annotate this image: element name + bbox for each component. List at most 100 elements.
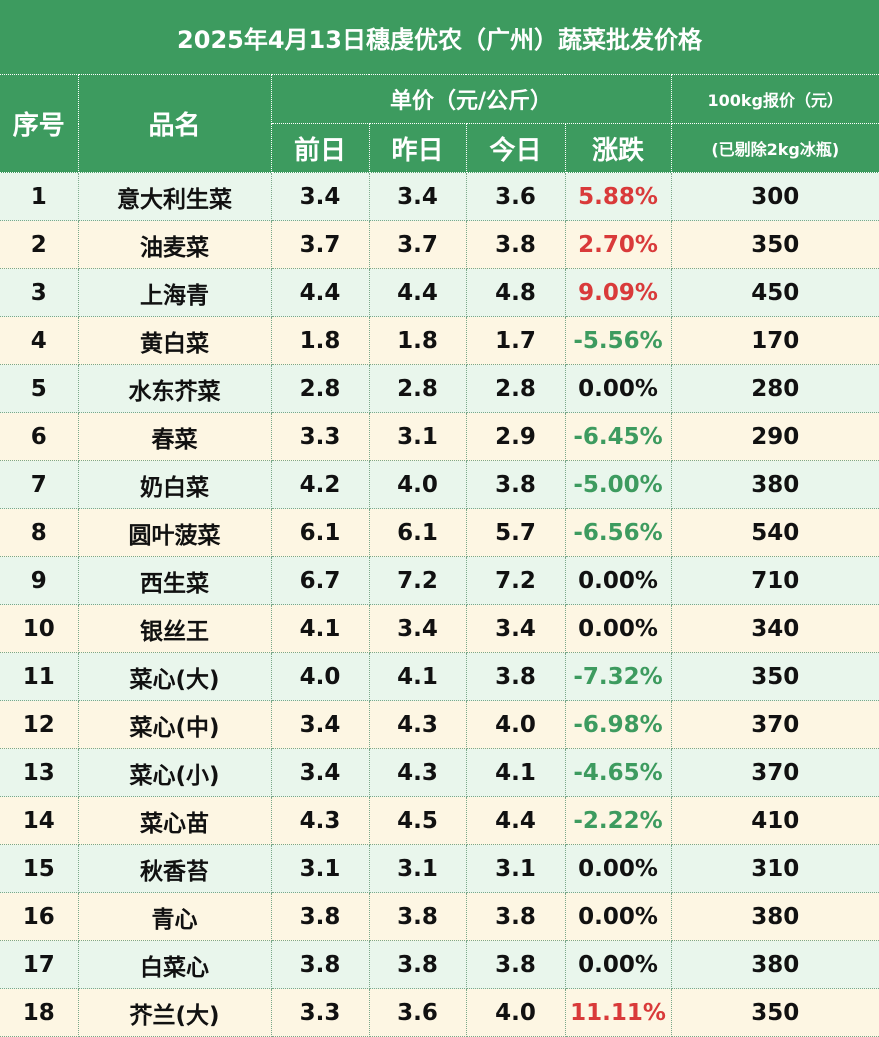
cell-yesterday: 3.1 xyxy=(369,412,467,461)
cell-today: 1.7 xyxy=(466,316,566,365)
cell-quote: 310 xyxy=(671,844,879,893)
cell-quote: 280 xyxy=(671,364,879,413)
header-yesterday: 昨日 xyxy=(369,123,467,173)
cell-index: 15 xyxy=(0,844,79,893)
cell-today: 7.2 xyxy=(466,556,566,605)
cell-today: 4.8 xyxy=(466,268,566,317)
cell-index: 16 xyxy=(0,892,79,941)
cell-prev-day: 4.2 xyxy=(271,460,370,509)
cell-prev-day: 4.3 xyxy=(271,796,370,845)
cell-change: 0.00% xyxy=(565,892,672,941)
cell-today: 4.0 xyxy=(466,988,566,1037)
cell-quote: 540 xyxy=(671,508,879,557)
cell-index: 3 xyxy=(0,268,79,317)
cell-change: -7.32% xyxy=(565,652,672,701)
table-row: 7 奶白菜 4.2 4.0 3.8 -5.00% 380 xyxy=(0,460,879,509)
cell-quote: 370 xyxy=(671,748,879,797)
cell-today: 2.9 xyxy=(466,412,566,461)
cell-name: 黄白菜 xyxy=(78,316,272,365)
cell-index: 17 xyxy=(0,940,79,989)
cell-prev-day: 3.4 xyxy=(271,172,370,221)
cell-change: 0.00% xyxy=(565,556,672,605)
cell-name: 菜心(小) xyxy=(78,748,272,797)
cell-change: 0.00% xyxy=(565,844,672,893)
cell-today: 3.1 xyxy=(466,844,566,893)
cell-quote: 340 xyxy=(671,604,879,653)
cell-quote: 380 xyxy=(671,460,879,509)
cell-name: 白菜心 xyxy=(78,940,272,989)
cell-change: 0.00% xyxy=(565,940,672,989)
header-change: 涨跌 xyxy=(565,123,672,173)
cell-yesterday: 7.2 xyxy=(369,556,467,605)
table-row: 6 春菜 3.3 3.1 2.9 -6.45% 290 xyxy=(0,412,879,461)
cell-prev-day: 3.8 xyxy=(271,892,370,941)
cell-index: 11 xyxy=(0,652,79,701)
cell-prev-day: 4.1 xyxy=(271,604,370,653)
cell-change: -5.56% xyxy=(565,316,672,365)
cell-index: 4 xyxy=(0,316,79,365)
cell-change: -6.98% xyxy=(565,700,672,749)
header-index: 序号 xyxy=(0,74,79,173)
cell-yesterday: 2.8 xyxy=(369,364,467,413)
cell-change: 0.00% xyxy=(565,604,672,653)
cell-index: 10 xyxy=(0,604,79,653)
cell-prev-day: 3.4 xyxy=(271,700,370,749)
cell-yesterday: 3.8 xyxy=(369,892,467,941)
cell-name: 意大利生菜 xyxy=(78,172,272,221)
cell-yesterday: 4.0 xyxy=(369,460,467,509)
table-row: 18 芥兰(大) 3.3 3.6 4.0 11.11% 350 xyxy=(0,988,879,1037)
cell-prev-day: 3.3 xyxy=(271,412,370,461)
cell-change: 2.70% xyxy=(565,220,672,269)
cell-index: 6 xyxy=(0,412,79,461)
cell-quote: 380 xyxy=(671,940,879,989)
cell-change: 0.00% xyxy=(565,364,672,413)
cell-quote: 410 xyxy=(671,796,879,845)
table-row: 14 菜心苗 4.3 4.5 4.4 -2.22% 410 xyxy=(0,796,879,845)
table-row: 17 白菜心 3.8 3.8 3.8 0.00% 380 xyxy=(0,940,879,989)
cell-today: 3.8 xyxy=(466,220,566,269)
table-body: 1 意大利生菜 3.4 3.4 3.6 5.88% 300 2 油麦菜 3.7 3.7 3.8 2.70… xyxy=(0,172,879,1037)
cell-quote: 380 xyxy=(671,892,879,941)
cell-prev-day: 1.8 xyxy=(271,316,370,365)
table-row: 13 菜心(小) 3.4 4.3 4.1 -4.65% 370 xyxy=(0,748,879,797)
cell-change: -6.56% xyxy=(565,508,672,557)
cell-today: 2.8 xyxy=(466,364,566,413)
header-prev-day: 前日 xyxy=(271,123,370,173)
cell-yesterday: 3.1 xyxy=(369,844,467,893)
cell-change: -2.22% xyxy=(565,796,672,845)
cell-change: 11.11% xyxy=(565,988,672,1037)
cell-prev-day: 3.8 xyxy=(271,940,370,989)
cell-today: 3.8 xyxy=(466,892,566,941)
cell-prev-day: 6.7 xyxy=(271,556,370,605)
table-row: 3 上海青 4.4 4.4 4.8 9.09% 450 xyxy=(0,268,879,317)
cell-change: 5.88% xyxy=(565,172,672,221)
cell-name: 菜心(大) xyxy=(78,652,272,701)
cell-today: 3.8 xyxy=(466,652,566,701)
cell-yesterday: 3.6 xyxy=(369,988,467,1037)
cell-name: 菜心苗 xyxy=(78,796,272,845)
cell-quote: 350 xyxy=(671,988,879,1037)
cell-today: 4.4 xyxy=(466,796,566,845)
table-row: 9 西生菜 6.7 7.2 7.2 0.00% 710 xyxy=(0,556,879,605)
header-unit-price: 单价（元/公斤） xyxy=(271,74,672,124)
cell-prev-day: 3.1 xyxy=(271,844,370,893)
cell-yesterday: 1.8 xyxy=(369,316,467,365)
cell-prev-day: 3.4 xyxy=(271,748,370,797)
table-row: 1 意大利生菜 3.4 3.4 3.6 5.88% 300 xyxy=(0,172,879,221)
cell-name: 菜心(中) xyxy=(78,700,272,749)
cell-prev-day: 3.3 xyxy=(271,988,370,1037)
cell-index: 7 xyxy=(0,460,79,509)
cell-yesterday: 3.8 xyxy=(369,940,467,989)
cell-name: 春菜 xyxy=(78,412,272,461)
cell-index: 8 xyxy=(0,508,79,557)
cell-today: 3.4 xyxy=(466,604,566,653)
table-row: 2 油麦菜 3.7 3.7 3.8 2.70% 350 xyxy=(0,220,879,269)
cell-change: -6.45% xyxy=(565,412,672,461)
cell-quote: 350 xyxy=(671,220,879,269)
cell-quote: 710 xyxy=(671,556,879,605)
cell-index: 9 xyxy=(0,556,79,605)
cell-name: 芥兰(大) xyxy=(78,988,272,1037)
cell-prev-day: 2.8 xyxy=(271,364,370,413)
cell-change: -4.65% xyxy=(565,748,672,797)
